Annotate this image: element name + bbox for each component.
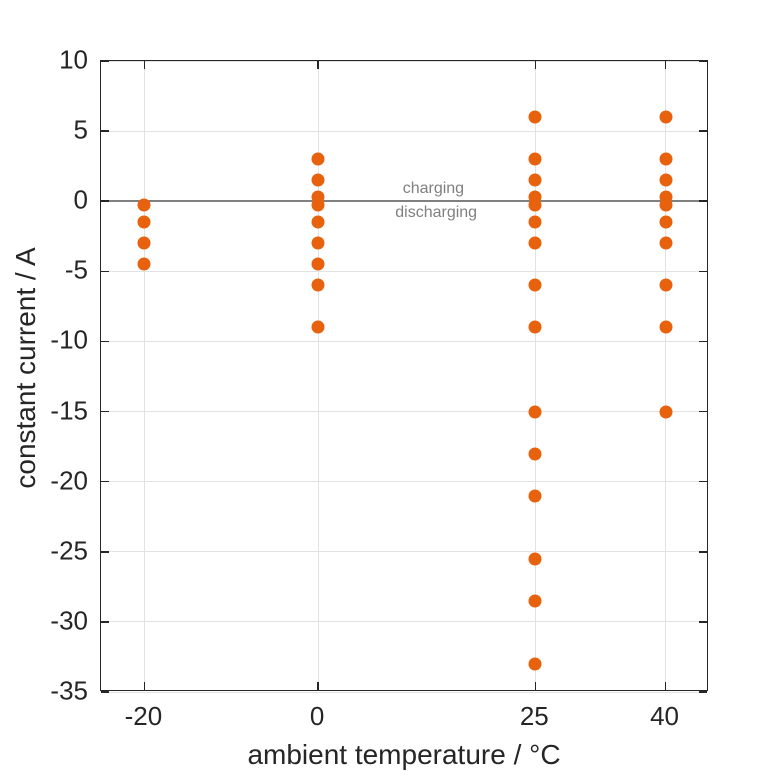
y-tick-mark-left bbox=[101, 691, 109, 693]
y-tick-mark-left bbox=[101, 551, 109, 553]
data-point bbox=[311, 198, 325, 212]
data-point bbox=[137, 198, 151, 212]
data-point bbox=[528, 320, 542, 334]
x-tick-mark-top bbox=[664, 61, 667, 69]
h-gridline bbox=[101, 691, 707, 693]
data-point bbox=[659, 215, 673, 229]
data-point bbox=[528, 447, 542, 461]
data-point bbox=[659, 110, 673, 124]
h-gridline bbox=[101, 621, 707, 623]
x-tick-label: -20 bbox=[124, 701, 163, 731]
h-gridline bbox=[101, 60, 707, 62]
data-point bbox=[528, 173, 542, 187]
y-tick-mark-left bbox=[101, 480, 109, 483]
data-point bbox=[659, 198, 673, 212]
x-tick-mark-bottom bbox=[534, 682, 537, 690]
data-point bbox=[528, 552, 542, 566]
y-tick-mark-right bbox=[699, 340, 707, 343]
plot-area: charging discharging bbox=[100, 60, 708, 693]
h-gridline bbox=[101, 270, 707, 272]
y-tick-mark-right bbox=[699, 200, 707, 202]
y-tick-label: 5 bbox=[73, 114, 88, 145]
y-tick-mark-right bbox=[699, 551, 707, 553]
y-tick-mark-right bbox=[699, 60, 707, 62]
y-axis-label: constant current / A bbox=[10, 247, 41, 489]
data-point bbox=[528, 594, 542, 608]
v-gridline bbox=[665, 61, 667, 690]
data-point bbox=[528, 489, 542, 503]
data-point bbox=[311, 278, 325, 292]
data-point bbox=[528, 236, 542, 250]
data-point bbox=[311, 320, 325, 334]
annotation-charging: charging bbox=[402, 180, 465, 198]
y-tick-mark-left bbox=[101, 410, 109, 413]
y-tick-label: -15 bbox=[50, 395, 88, 426]
y-tick-mark-right bbox=[699, 130, 707, 132]
data-point bbox=[528, 405, 542, 419]
y-tick-label: -25 bbox=[50, 535, 88, 566]
data-point bbox=[528, 110, 542, 124]
v-gridline bbox=[143, 61, 145, 690]
y-tick-mark-left bbox=[101, 130, 109, 132]
zero-reference-line bbox=[101, 200, 707, 203]
data-point bbox=[528, 278, 542, 292]
data-point bbox=[311, 236, 325, 250]
data-point bbox=[528, 152, 542, 166]
x-axis-label: ambient temperature / °C bbox=[247, 739, 561, 770]
h-gridline bbox=[101, 551, 707, 553]
data-point bbox=[311, 257, 325, 271]
y-tick-label: -30 bbox=[50, 605, 88, 636]
data-point bbox=[137, 257, 151, 271]
data-point bbox=[659, 236, 673, 250]
y-tick-mark-right bbox=[699, 691, 707, 693]
v-gridline bbox=[317, 61, 319, 690]
x-tick-mark-bottom bbox=[143, 682, 146, 690]
data-point bbox=[659, 278, 673, 292]
h-gridline bbox=[101, 411, 707, 413]
x-tick-mark-top bbox=[534, 61, 537, 69]
data-point bbox=[528, 198, 542, 212]
x-tick-label: 40 bbox=[650, 701, 680, 731]
data-point bbox=[659, 152, 673, 166]
y-tick-label: 0 bbox=[73, 184, 88, 215]
data-point bbox=[311, 152, 325, 166]
y-tick-mark-right bbox=[699, 270, 707, 273]
y-tick-label: -35 bbox=[50, 675, 88, 706]
h-gridline bbox=[101, 340, 707, 342]
data-point bbox=[137, 215, 151, 229]
y-tick-mark-left bbox=[101, 270, 109, 273]
data-point bbox=[311, 173, 325, 187]
y-tick-mark-right bbox=[699, 621, 707, 623]
y-tick-label: 10 bbox=[59, 44, 88, 75]
x-tick-mark-top bbox=[143, 61, 146, 69]
y-tick-mark-left bbox=[101, 621, 109, 623]
y-tick-mark-right bbox=[699, 410, 707, 413]
h-gridline bbox=[101, 130, 707, 132]
x-tick-label: 0 bbox=[309, 701, 325, 731]
data-point bbox=[137, 236, 151, 250]
data-point bbox=[311, 215, 325, 229]
y-tick-mark-right bbox=[699, 480, 707, 483]
annotation-discharging: discharging bbox=[395, 204, 478, 222]
x-tick-mark-bottom bbox=[664, 682, 667, 690]
x-tick-mark-top bbox=[317, 61, 319, 69]
data-point bbox=[528, 215, 542, 229]
x-tick-label: 25 bbox=[519, 701, 549, 731]
x-tick-mark-bottom bbox=[317, 682, 319, 690]
y-tick-mark-left bbox=[101, 200, 109, 202]
v-gridline bbox=[534, 61, 536, 690]
data-point bbox=[528, 657, 542, 671]
data-point bbox=[659, 320, 673, 334]
y-tick-mark-left bbox=[101, 340, 109, 343]
y-tick-label: -5 bbox=[64, 254, 88, 285]
y-tick-mark-left bbox=[101, 60, 109, 62]
data-point bbox=[659, 173, 673, 187]
h-gridline bbox=[101, 481, 707, 483]
y-tick-label: -10 bbox=[50, 324, 88, 355]
data-point bbox=[659, 405, 673, 419]
y-tick-label: -20 bbox=[50, 465, 88, 496]
